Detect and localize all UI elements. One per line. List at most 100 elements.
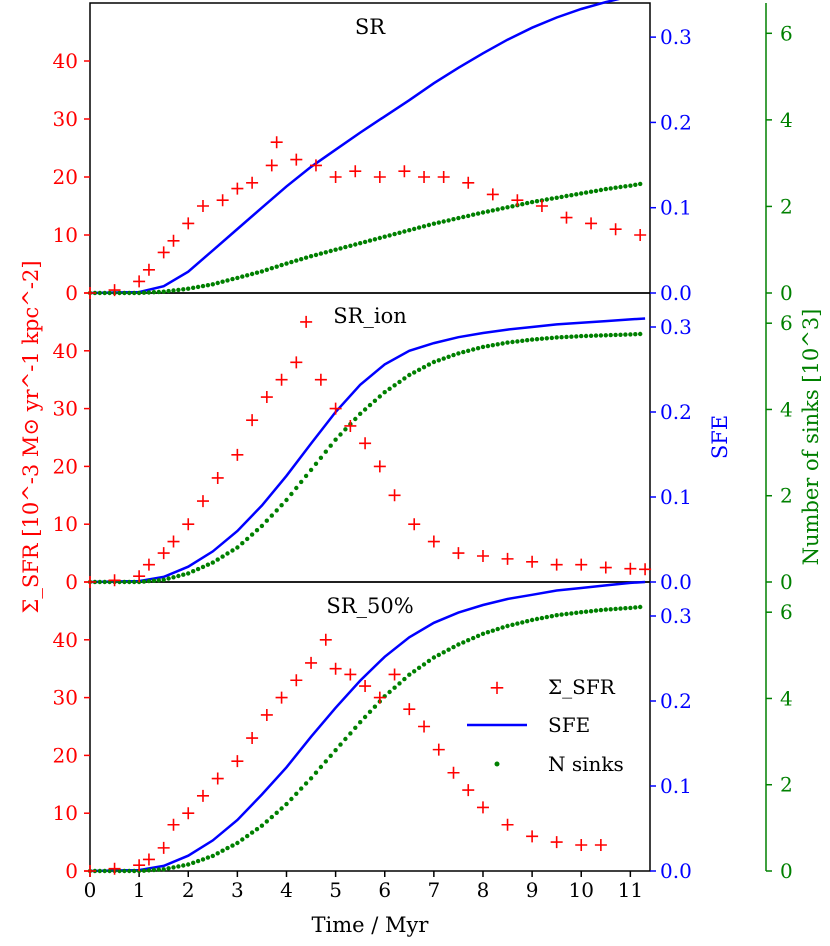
sfr-point [550,836,563,849]
x-tick-label: 0 [84,878,97,902]
sinks-point [583,609,589,614]
sinks-point [254,528,260,533]
sinks-point [176,573,181,579]
sinks-point [161,867,166,872]
sfe-line [89,580,646,873]
sinks-point [338,432,343,437]
sinks-point [279,806,284,811]
sfr-point [373,171,386,183]
sinks-point [436,358,441,363]
sfr-point [196,200,209,212]
sinks-point [294,791,299,796]
left-tick-label: 20 [53,743,78,767]
sinks-point [294,485,299,491]
sfr-point [133,859,146,872]
sfr-point [550,558,563,571]
sinks-point [289,796,294,802]
sfr-point [437,171,450,183]
sinks-point [485,209,491,214]
sinks-point [362,407,368,412]
sinks-point [230,843,235,848]
sfr-point [408,518,421,531]
sinks-point [628,605,633,611]
sinks-point [426,658,432,664]
sinks-point [318,455,324,460]
sinks-point [308,467,314,473]
sinks-point [525,200,530,206]
sinks-point [107,868,112,874]
far-right-tick-label: 2 [780,773,793,797]
sinks-point [195,566,201,572]
sinks-point [539,615,545,621]
sinks-point [230,276,235,282]
sinks-point [195,284,201,290]
sinks-point [407,372,412,378]
right-tick-label: 0.3 [660,25,692,49]
left-tick-label: 10 [53,801,78,825]
sinks-point [151,578,157,583]
sinks-point [510,204,515,209]
sinks-point [328,248,333,254]
sinks-point [141,868,147,873]
sinks-point [225,551,230,556]
right-tick-label: 0.3 [660,315,692,339]
sinks-point [328,443,333,448]
sfr-point [452,547,465,560]
left-tick-label: 0 [65,570,78,594]
sinks-point [416,367,422,372]
sfr-point [329,171,342,183]
sinks-point [554,613,559,618]
sinks-point [466,638,471,643]
sinks-point [451,644,456,650]
sinks-point [574,192,579,197]
sinks-point [402,676,407,682]
sinks-point [544,336,549,341]
sfr-point [624,562,637,575]
right-tick-label: 0.1 [660,485,692,509]
sinks-point [176,287,181,293]
sinks-point [122,579,127,585]
sinks-point [461,214,466,220]
sinks-point [274,508,279,513]
sinks-point [362,714,368,720]
left-tick-label: 20 [53,454,78,478]
sfr-point [167,818,180,831]
sinks-point [240,541,245,546]
sfr-point [133,570,146,583]
sinks-point [480,344,486,350]
sinks-point [323,449,328,454]
sinks-point [515,621,520,626]
panel-title-sr-ion: SR_ion [333,304,407,328]
sfr-point [634,229,647,241]
sinks-point [510,339,515,345]
sinks-point [534,616,540,622]
sinks-point [181,287,186,292]
sinks-point [466,213,471,219]
sinks-point [156,289,161,295]
sinks-point [529,337,535,342]
sfr-point [418,720,431,733]
sinks-point [421,224,427,229]
sinks-point [127,579,132,585]
sfr-point [594,838,607,851]
sinks-point [117,290,122,296]
sinks-point [191,860,196,865]
sinks-point [593,188,599,194]
sfr-point [575,558,588,571]
sinks-point [97,579,103,585]
sfe-line [89,0,620,295]
sfr-point [359,680,372,693]
sfr-point [275,373,288,386]
sinks-point [220,279,225,284]
sinks-point [156,867,161,872]
sinks-point [431,655,437,660]
sinks-point [171,865,176,870]
sfr-point [290,356,303,369]
right-tick-label: 0.0 [660,281,692,305]
sinks-point [367,402,373,408]
sinks-point [367,709,373,714]
sinks-point [583,333,589,339]
sinks-point [638,331,643,337]
sinks-point [402,229,407,234]
sinks-point [520,202,525,207]
